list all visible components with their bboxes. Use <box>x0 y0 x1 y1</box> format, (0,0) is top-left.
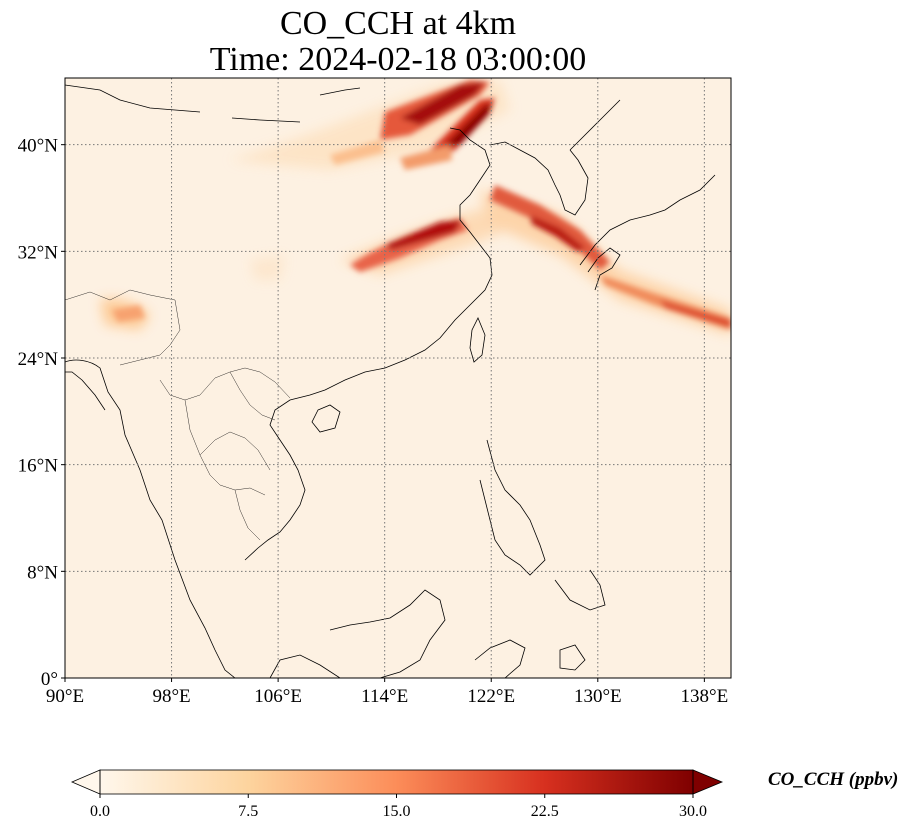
lat-tick-label: 16°N <box>18 456 59 477</box>
colorbar-extend-low <box>70 769 101 795</box>
colorbar-tick-label: 22.5 <box>531 803 559 820</box>
colorbar-tick-label: 0.0 <box>90 803 110 820</box>
colorbar-tick-label: 15.0 <box>383 803 411 820</box>
colorbar-ticks: 0.0 7.5 15.0 22.5 30.0 <box>90 794 707 820</box>
colorbar-tick-label: 7.5 <box>238 803 258 820</box>
lon-tick-label: 122°E <box>467 686 515 707</box>
lon-tick-label: 106°E <box>254 686 302 707</box>
colorbar-label: CO_CCH (ppbv) <box>768 769 899 790</box>
lat-tick-label: 0° <box>41 669 58 690</box>
map-background <box>65 78 731 678</box>
colorbar-extend-high <box>692 769 724 795</box>
coastlines <box>65 84 716 678</box>
lon-tick-label: 90°E <box>46 686 84 707</box>
lat-tick-label: 24°N <box>18 349 59 370</box>
concentration-field <box>100 80 731 335</box>
axis-ticks: 90°E 98°E 106°E 114°E 122°E 130°E 138°E 0° 8°N 16… <box>18 136 729 707</box>
colorbar-gradient <box>100 770 693 794</box>
lon-tick-label: 114°E <box>361 686 408 707</box>
colorbar: 0.0 7.5 15.0 22.5 30.0 <box>70 769 724 820</box>
lat-tick-label: 32°N <box>18 242 59 263</box>
gridlines <box>65 78 731 678</box>
lon-tick-label: 130°E <box>574 686 622 707</box>
map-frame <box>64 77 732 679</box>
lon-tick-label: 98°E <box>152 686 190 707</box>
map-title: CO_CCH at 4km <box>279 5 517 42</box>
country-borders <box>65 289 291 541</box>
lat-tick-label: 8°N <box>27 562 58 583</box>
colorbar-tick-label: 30.0 <box>679 803 707 820</box>
lon-tick-label: 138°E <box>681 686 729 707</box>
lat-tick-label: 40°N <box>18 136 59 157</box>
map-panel <box>64 77 732 679</box>
map-time: Time: 2024-02-18 03:00:00 <box>209 41 587 78</box>
